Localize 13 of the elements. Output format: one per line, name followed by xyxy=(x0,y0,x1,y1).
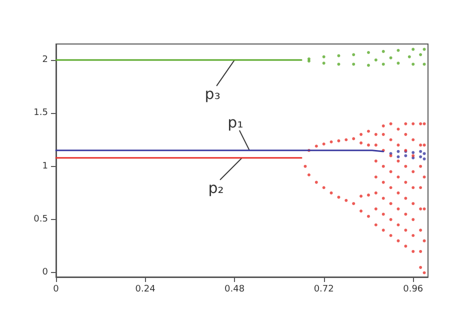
x-tick-label: 0.48 xyxy=(224,284,245,294)
y-tick-label: 1 xyxy=(42,161,48,172)
x-tick-label: 0.72 xyxy=(314,284,334,294)
annotation: p₃ xyxy=(204,84,220,103)
y-tick-label: 1.5 xyxy=(34,108,48,118)
x-tick-label: 0.24 xyxy=(135,284,156,294)
x-tick-label: 0 xyxy=(53,284,60,294)
y-tick-label: 2 xyxy=(42,54,48,65)
x-tick-label: 0.96 xyxy=(403,284,424,294)
annotation: p₁ xyxy=(228,113,244,132)
y-tick-label: 0.5 xyxy=(34,214,48,225)
y-tick-label: 0 xyxy=(42,268,48,278)
annotation: p₂ xyxy=(208,178,224,197)
